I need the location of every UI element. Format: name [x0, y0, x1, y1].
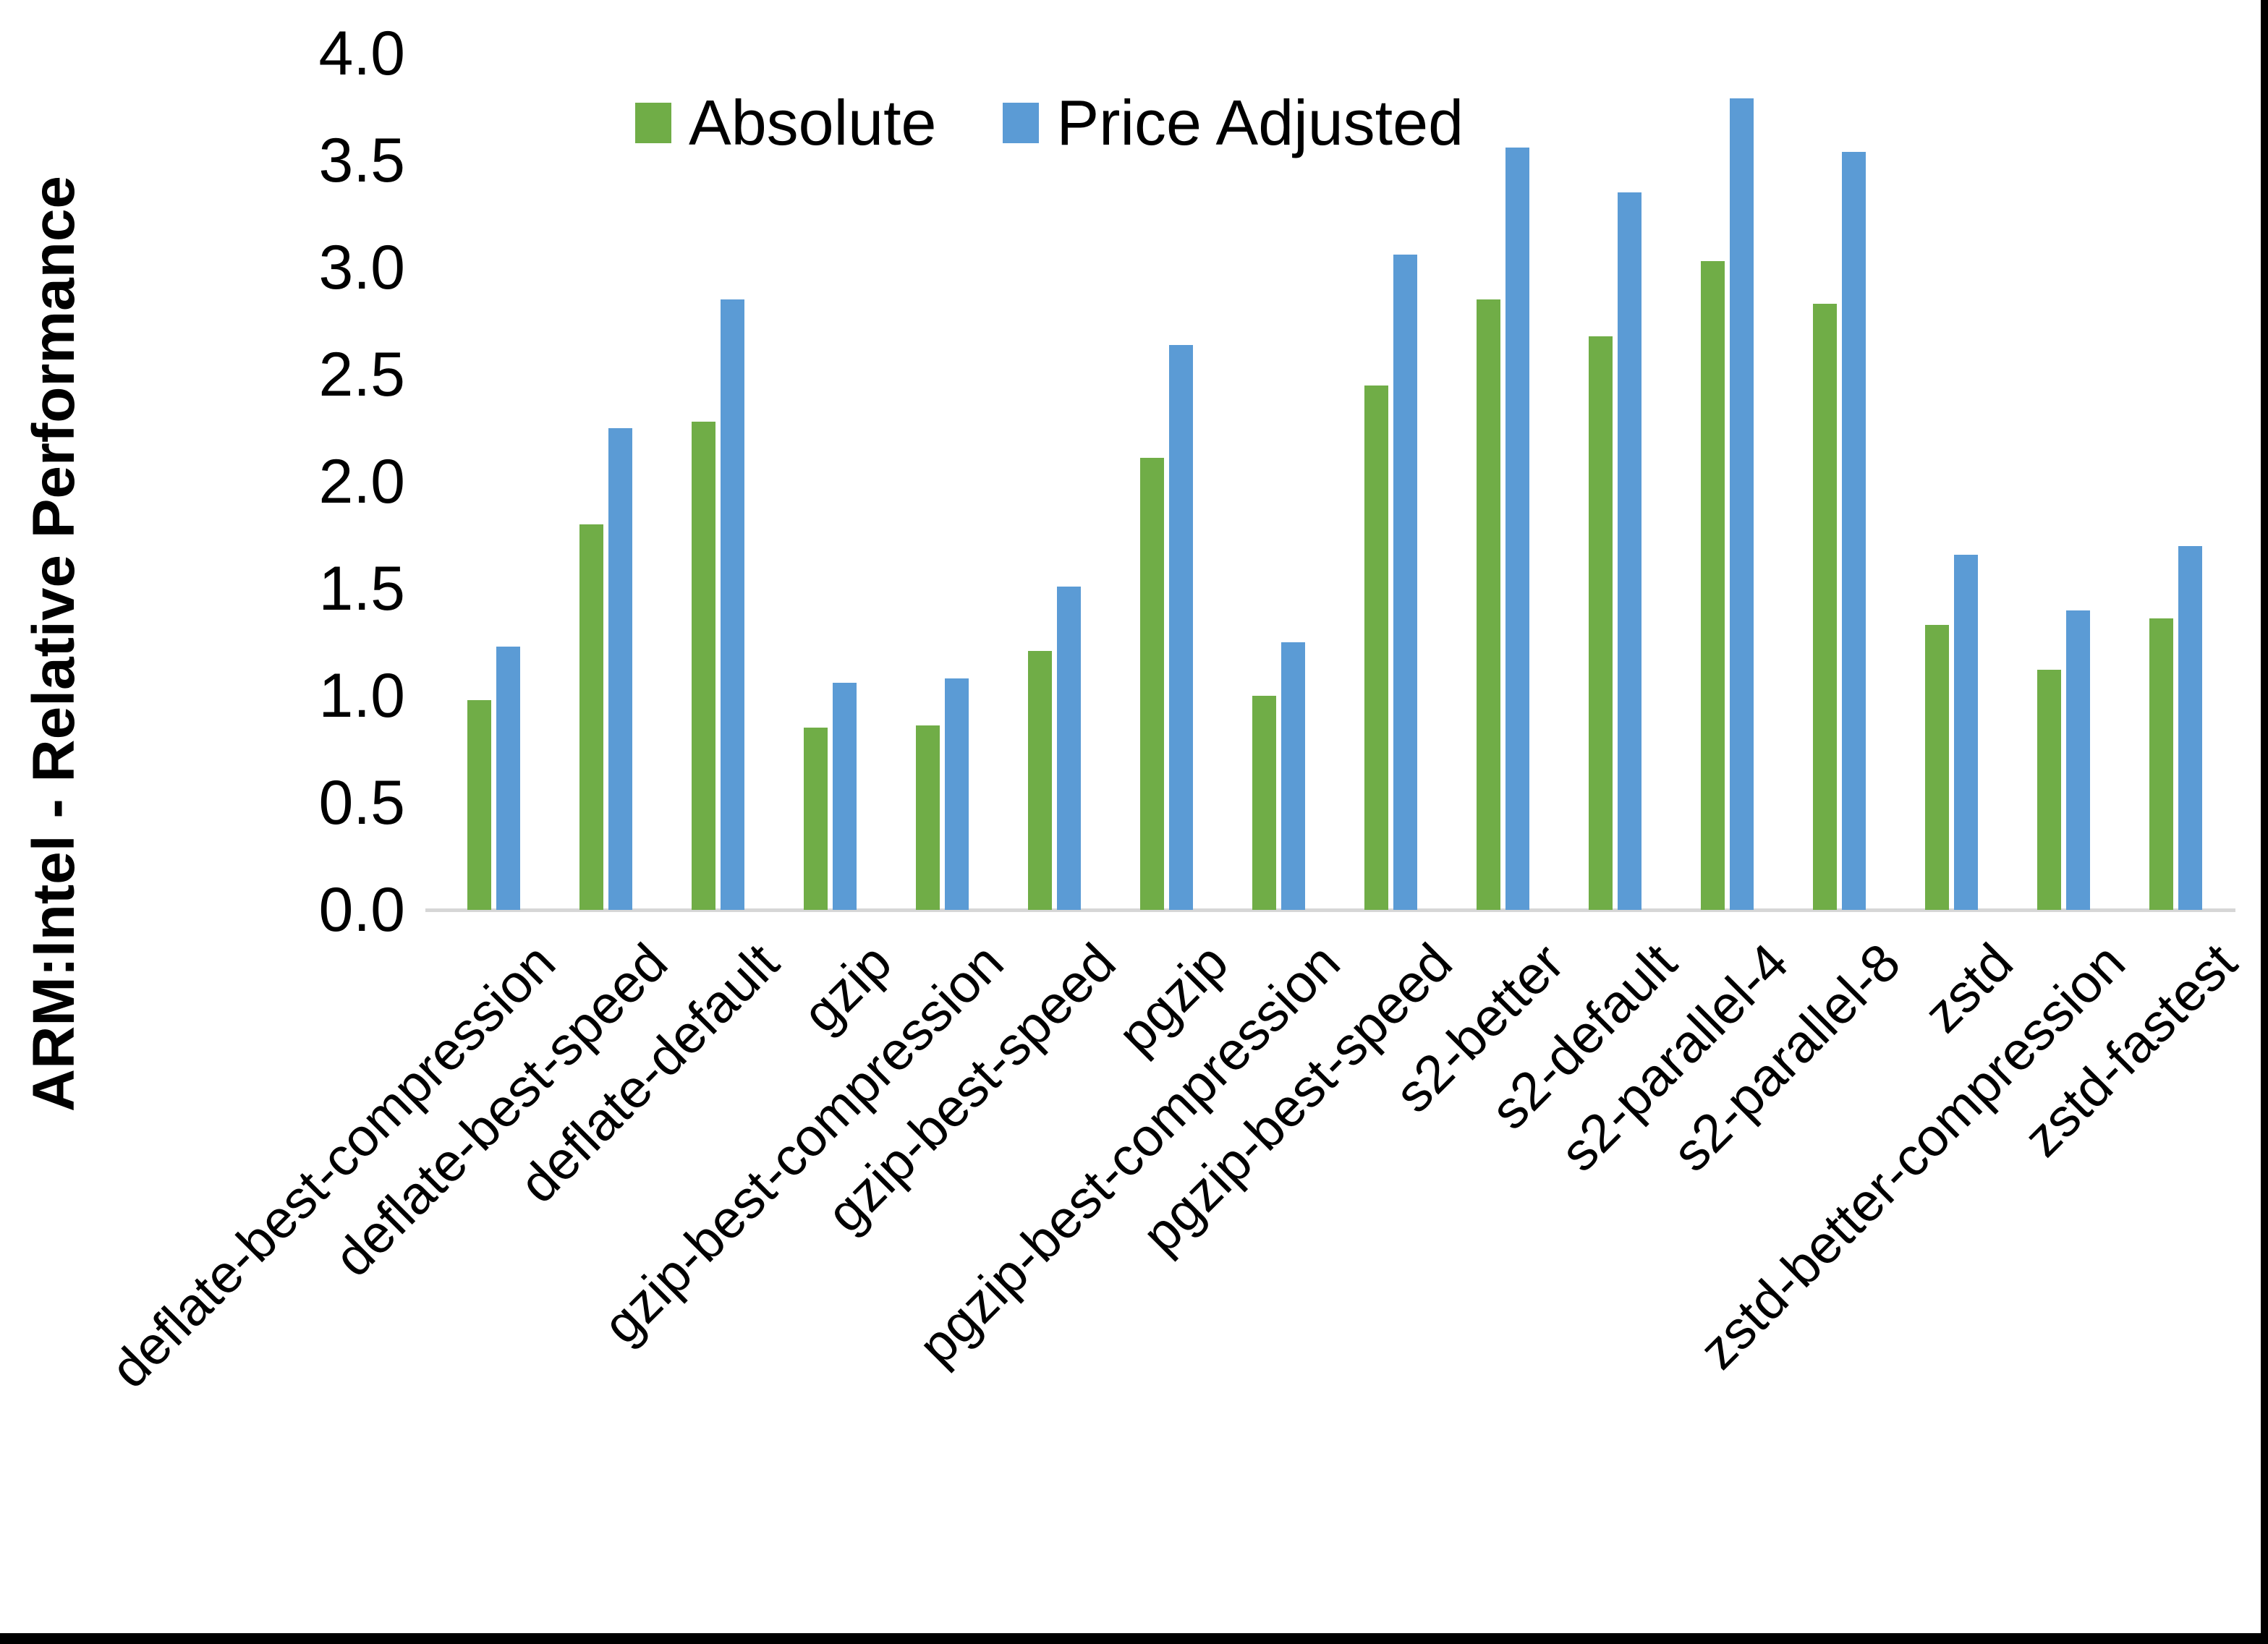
bar-price-adjusted [833, 683, 857, 910]
y-tick-label: 3.5 [318, 126, 405, 195]
y-tick-label: 3.0 [318, 233, 405, 302]
legend: Absolute Price Adjusted [635, 91, 1464, 155]
figure-border-right [2261, 0, 2268, 1644]
legend-label-absolute: Absolute [689, 87, 937, 158]
bar-absolute [1589, 336, 1613, 910]
y-tick-label: 4.0 [318, 19, 405, 88]
y-tick-label: 2.0 [318, 447, 405, 516]
figure-border-bottom [0, 1633, 2268, 1644]
legend-item-price-adjusted: Price Adjusted [1003, 91, 1464, 155]
y-tick-label: 2.5 [318, 340, 405, 409]
bar-price-adjusted [1393, 255, 1417, 910]
bar-price-adjusted [721, 299, 744, 910]
bar-absolute [1701, 261, 1725, 910]
bar-price-adjusted [496, 647, 520, 910]
bar-absolute [916, 725, 940, 910]
x-category-label: deflate-best-compression [98, 932, 566, 1400]
bar-price-adjusted [1169, 345, 1193, 910]
bar-price-adjusted [1618, 192, 1641, 910]
bar-price-adjusted [1954, 555, 1978, 910]
bar-price-adjusted [608, 428, 632, 910]
y-tick-label: 1.0 [318, 661, 405, 731]
legend-swatch-price-adjusted [1003, 103, 1040, 143]
bar-absolute [1364, 386, 1388, 910]
y-tick-label: 0.5 [318, 768, 405, 838]
bar-price-adjusted [2066, 610, 2090, 910]
bar-price-adjusted [1730, 98, 1754, 910]
bar-absolute [1477, 299, 1500, 910]
bar-absolute [1925, 625, 1949, 910]
y-axis-title: ARM:Intel - Relative Performance [21, 175, 87, 1112]
bar-absolute [2037, 670, 2061, 910]
legend-label-price-adjusted: Price Adjusted [1056, 87, 1464, 158]
bar-absolute [579, 524, 603, 910]
x-axis-line [425, 908, 2235, 912]
legend-item-absolute: Absolute [635, 91, 936, 155]
bar-absolute [1140, 458, 1164, 910]
legend-swatch-absolute [635, 103, 671, 143]
bar-absolute [1028, 651, 1052, 910]
bar-price-adjusted [945, 678, 969, 910]
bar-price-adjusted [1057, 587, 1081, 910]
bar-price-adjusted [1505, 148, 1529, 910]
bar-absolute [1252, 696, 1276, 910]
bar-price-adjusted [1281, 642, 1305, 910]
bar-absolute [1813, 304, 1837, 910]
y-tick-label: 1.5 [318, 554, 405, 623]
bar-absolute [692, 422, 715, 910]
y-tick-label: 0.0 [318, 875, 405, 945]
bar-absolute [2149, 618, 2173, 910]
bar-absolute [467, 700, 491, 910]
bar-absolute [804, 728, 828, 910]
bar-price-adjusted [1842, 152, 1866, 910]
bar-price-adjusted [2178, 546, 2202, 910]
